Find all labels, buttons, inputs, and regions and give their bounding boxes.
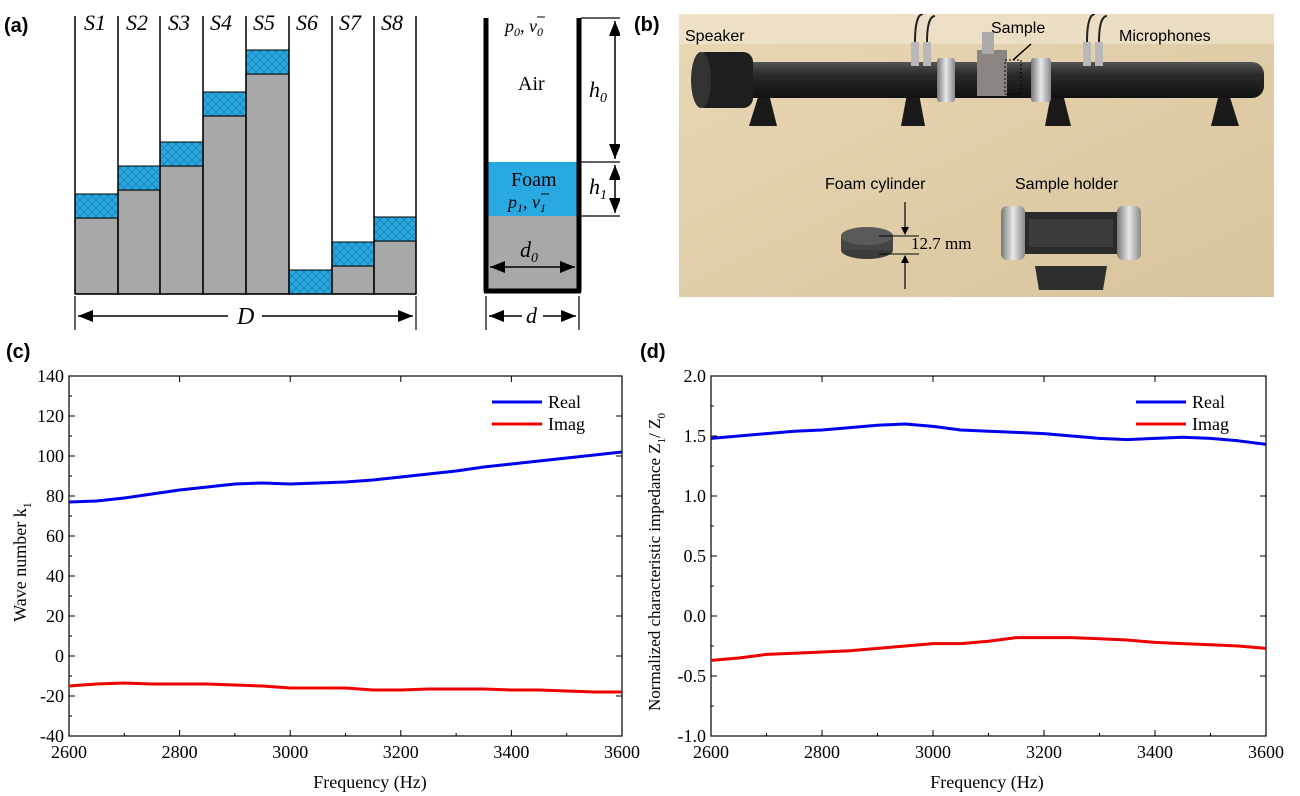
chart-d-ytick-label: -0.5 xyxy=(678,666,707,686)
d0-label: d0 xyxy=(520,237,538,266)
chart-c-xtick-label: 3000 xyxy=(272,742,308,762)
chart-c-ytick-label: 120 xyxy=(37,406,64,426)
panel-d-letter: (d) xyxy=(640,341,666,363)
chart-d-ytick-label: 0.0 xyxy=(684,606,707,626)
panel-b-letter: (b) xyxy=(634,14,660,36)
chart-d-ytick-label: 2.0 xyxy=(684,366,707,386)
chart-d-ytick-label: 0.5 xyxy=(684,546,707,566)
width-dimension-D: D xyxy=(74,296,417,330)
h0-label: h0 xyxy=(589,77,607,106)
stair-label-s4: S4 xyxy=(210,10,232,35)
chart-c-ytick-label: 0 xyxy=(55,646,64,666)
stair-labels: S1 S2 S3 S4 S5 S6 S7 S8 xyxy=(84,10,403,35)
width-label-D: D xyxy=(236,304,254,330)
panel-c-letter: (c) xyxy=(6,341,30,363)
chart-d-xtick-label: 3200 xyxy=(1026,742,1062,762)
foam-state-label: p1, v1 xyxy=(506,192,546,215)
chart-c-xtick-label: 3600 xyxy=(604,742,640,762)
chart-d-xtick-label: 3000 xyxy=(915,742,951,762)
chart-d-ytick-label: 1.5 xyxy=(684,426,707,446)
chart-d-ytick-label: -1.0 xyxy=(678,726,707,746)
impedance-tube-photo: Speaker Sample Microphones Foam cylinder… xyxy=(679,14,1274,297)
chart-c-series-real xyxy=(68,450,623,504)
stair-walls xyxy=(74,16,417,295)
chart-d-xtick-label: 2800 xyxy=(804,742,840,762)
stair-label-s7: S7 xyxy=(339,10,362,35)
dimension-label: 12.7 mm xyxy=(911,234,972,253)
chart-d-legend-label-imag: Imag xyxy=(1192,414,1229,434)
sample-label: Sample xyxy=(991,20,1046,37)
chart-c-ytick-label: 100 xyxy=(37,446,64,466)
chart-c-xtick-label: 2800 xyxy=(162,742,198,762)
chart-c-xtick-label: 3400 xyxy=(493,742,529,762)
chart-c-series-imag xyxy=(68,681,622,694)
unit-cell: p0, v0 Air Foam p1, v1 d0 d h0 h1 xyxy=(483,16,620,330)
stair-label-s5: S5 xyxy=(253,10,275,35)
h1-label: h1 xyxy=(589,174,607,203)
foam-label: Foam xyxy=(511,169,557,191)
chart-c-wave-number: (c) 2600 2800 3000 3200 3400 3600 -40 -20 0 20 40 6… xyxy=(6,341,640,793)
microphones-label: Microphones xyxy=(1119,28,1211,45)
stair-label-s2: S2 xyxy=(126,10,148,35)
chart-c-ytick-label: 40 xyxy=(46,566,64,586)
chart-c-xlabel: Frequency (Hz) xyxy=(313,772,426,793)
chart-c-ytick-label: 80 xyxy=(46,486,64,506)
chart-c-plot-area: 2600 2800 3000 3200 3400 3600 -40 -20 0 20 40 60 80 1… xyxy=(37,366,640,762)
chart-d-plot-area: 2600 2800 3000 3200 3400 3600 -1.0 -0.5 0.0 0.5 1.… xyxy=(678,366,1285,762)
chart-c-ytick-label: 60 xyxy=(46,526,64,546)
stair-label-s8: S8 xyxy=(381,10,403,35)
stair-label-s6: S6 xyxy=(296,10,318,35)
foam-cylinder-label: Foam cylinder xyxy=(825,176,926,193)
chart-c-ytick-label: 140 xyxy=(37,366,64,386)
chart-c-xtick-label: 3200 xyxy=(383,742,419,762)
panel-a-schematic: (a) S1 S2 S3 S4 S5 S6 S7 S8 xyxy=(4,10,620,330)
stair-label-s3: S3 xyxy=(168,10,190,35)
chart-c-frame xyxy=(68,375,623,737)
chart-d-series-real xyxy=(710,422,1267,446)
chart-d-xlabel: Frequency (Hz) xyxy=(930,772,1043,793)
speaker-label: Speaker xyxy=(685,28,745,45)
chart-d-xtick-label: 2600 xyxy=(693,742,729,762)
chart-c-xtick-label: 2600 xyxy=(51,742,87,762)
photo-illustration xyxy=(679,14,1274,297)
d-label: d xyxy=(526,303,538,328)
chart-d-xtick-label: 3600 xyxy=(1248,742,1284,762)
chart-d-impedance: (d) 2600 2800 3000 3200 3400 3600 -1.0 -0.5 0.0 0… xyxy=(640,341,1285,793)
chart-c-legend-label-imag: Imag xyxy=(548,414,585,434)
chart-c-ytick-label: -20 xyxy=(40,686,64,706)
chart-c-ytick-label: 20 xyxy=(46,606,64,626)
chart-d-ylabel: Normalized characteristic impedance Z1/ … xyxy=(645,413,668,711)
sample-holder-label: Sample holder xyxy=(1015,176,1119,193)
chart-c-ytick-label: -40 xyxy=(40,726,64,746)
chart-d-legend-label-real: Real xyxy=(1192,392,1225,412)
chart-d-ytick-label: 1.0 xyxy=(684,486,707,506)
stair-label-s1: S1 xyxy=(84,10,106,35)
air-state-label: p0, v0 xyxy=(503,16,543,39)
chart-d-series-imag xyxy=(710,636,1267,662)
chart-d-xtick-label: 3400 xyxy=(1137,742,1173,762)
air-label: Air xyxy=(518,73,545,95)
panel-a-letter: (a) xyxy=(4,15,28,37)
chart-c-legend-label-real: Real xyxy=(548,392,581,412)
chart-c-ylabel: Wave number k1 xyxy=(10,502,34,622)
